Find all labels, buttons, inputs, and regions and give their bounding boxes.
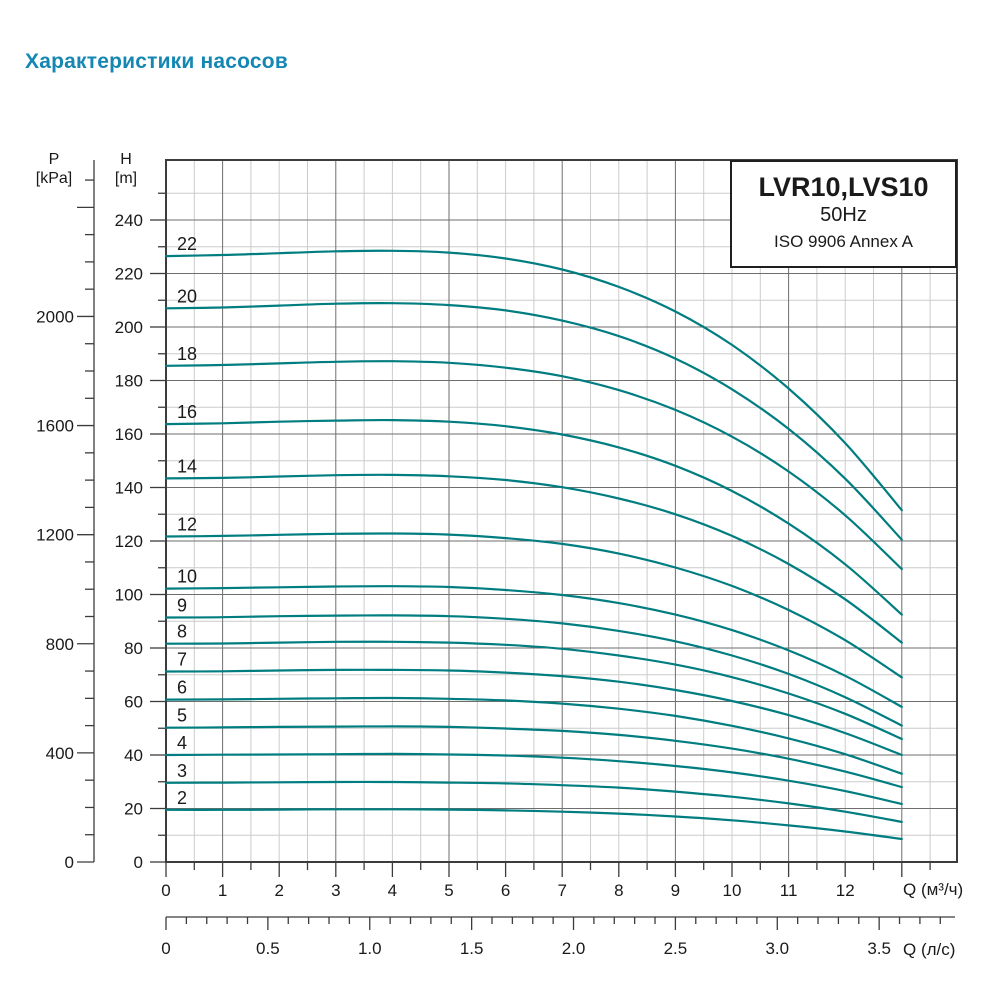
flow-ls-tick-label: 3.0 xyxy=(765,939,789,958)
pump-curve-label-8: 8 xyxy=(177,622,187,642)
flow-m3h-tick-label: 6 xyxy=(501,881,510,900)
head-tick-label: 240 xyxy=(115,211,143,230)
head-tick-label: 80 xyxy=(124,639,143,658)
pump-curve-22 xyxy=(164,249,903,512)
pump-curve-label-14: 14 xyxy=(177,456,197,476)
head-tick-label: 160 xyxy=(115,425,143,444)
pressure-axis-unit: [kPa] xyxy=(35,170,73,187)
pump-curve-14 xyxy=(164,473,903,644)
pump-curve-18 xyxy=(164,360,903,571)
flow-m3h-tick-label: 2 xyxy=(274,881,283,900)
pressure-tick-label: 1200 xyxy=(36,526,74,545)
pressure-tick-label: 2000 xyxy=(36,307,74,326)
head-tick-label: 200 xyxy=(115,318,143,337)
flow-ls-tick-label: 2.5 xyxy=(664,939,688,958)
pressure-axis-name: P xyxy=(48,151,60,168)
pump-curve-20 xyxy=(164,302,903,541)
flow-m3h-tick-label: 12 xyxy=(836,881,855,900)
pressure-tick-label: 400 xyxy=(46,744,74,763)
head-axis-name: H xyxy=(120,151,132,168)
pump-curve-label-3: 3 xyxy=(177,761,187,781)
pump-curve-label-16: 16 xyxy=(177,402,197,422)
pump-curve-label-4: 4 xyxy=(177,733,187,753)
pump-curve-7 xyxy=(164,668,903,757)
flow-m3h-tick-label: 11 xyxy=(780,881,798,900)
pump-curve-8 xyxy=(164,640,903,741)
flow-ls-tick-label: 0 xyxy=(161,939,170,958)
pump-curve-2 xyxy=(164,808,903,841)
flow-ls-tick-label: 2.0 xyxy=(562,939,586,958)
head-axis-title: H [m] xyxy=(94,150,158,188)
pump-model-label: LVR10,LVS10 xyxy=(758,172,929,202)
flow-ls-tick-label: 0.5 xyxy=(256,939,280,958)
pump-curve-12 xyxy=(164,532,903,679)
flow-m3h-tick-label: 9 xyxy=(671,881,680,900)
pump-curve-label-10: 10 xyxy=(177,567,197,587)
head-tick-label: 220 xyxy=(115,265,143,284)
axis-ticks xyxy=(77,160,955,930)
flow-m3h-tick-label: 5 xyxy=(444,881,453,900)
head-tick-label: 60 xyxy=(124,693,143,712)
head-tick-label: 100 xyxy=(115,586,143,605)
pump-curve-label-5: 5 xyxy=(177,706,187,726)
pump-curve-label-18: 18 xyxy=(177,344,197,364)
pump-curve-9 xyxy=(164,614,903,727)
pump-curve-label-20: 20 xyxy=(177,286,197,306)
grid-minor xyxy=(166,160,957,862)
head-tick-label: 180 xyxy=(115,372,143,391)
flow-m3h-tick-label: 0 xyxy=(161,881,170,900)
flow-m3h-tick-label: 3 xyxy=(331,881,340,900)
flow-m3h-tick-label: 4 xyxy=(388,881,397,900)
pump-curve-label-22: 22 xyxy=(177,234,197,254)
head-tick-label: 20 xyxy=(124,800,143,819)
pump-curve-label-2: 2 xyxy=(177,788,187,808)
pump-curve-3 xyxy=(164,780,903,823)
pump-curve-label-6: 6 xyxy=(177,678,187,698)
pump-curve-16 xyxy=(164,418,903,616)
head-tick-label: 0 xyxy=(134,853,143,872)
plot-frame xyxy=(165,159,958,863)
pump-curve-5 xyxy=(164,725,903,789)
pressure-tick-label: 1600 xyxy=(36,417,74,436)
flow-m3h-tick-label: 8 xyxy=(614,881,623,900)
pump-curve-6 xyxy=(164,696,903,775)
pressure-axis-title: P [kPa] xyxy=(22,150,86,188)
head-tick-label: 140 xyxy=(115,479,143,498)
flow-m3h-axis-unit: Q (м³/ч) xyxy=(903,880,964,899)
pump-curve-label-7: 7 xyxy=(177,650,187,670)
flow-ls-axis-unit: Q (л/с) xyxy=(903,940,956,959)
pump-model-info-box: LVR10,LVS10 50Hz ISO 9906 Annex A xyxy=(730,160,957,268)
page-title: Характеристики насосов xyxy=(25,50,288,73)
pressure-tick-label: 800 xyxy=(46,635,74,654)
flow-m3h-tick-label: 10 xyxy=(723,881,742,900)
axis-tick-labels: 0400800120016002000020406080100120140160… xyxy=(36,211,891,958)
pump-curve-label-9: 9 xyxy=(177,596,187,616)
flow-ls-tick-label: 1.5 xyxy=(460,939,484,958)
pump-curve-label-12: 12 xyxy=(177,514,197,534)
flow-ls-tick-label: 3.5 xyxy=(867,939,891,958)
head-tick-label: 120 xyxy=(115,532,143,551)
pump-curve-10 xyxy=(164,585,903,708)
frequency-label: 50Hz xyxy=(820,204,867,226)
pump-curve-4 xyxy=(164,752,903,806)
flow-m3h-tick-label: 1 xyxy=(218,881,227,900)
pressure-tick-label: 0 xyxy=(65,853,74,872)
pump-curve-labels: 22 20 18 16 14 12 10 9 8 7 6 5 4 3 2 xyxy=(177,234,197,808)
flow-m3h-tick-label: 7 xyxy=(557,881,566,900)
iso-standard-label: ISO 9906 Annex A xyxy=(774,232,913,251)
head-axis-unit: [m] xyxy=(114,170,138,187)
head-tick-label: 40 xyxy=(124,746,143,765)
flow-ls-tick-label: 1.0 xyxy=(358,939,382,958)
pump-curves xyxy=(164,249,903,841)
